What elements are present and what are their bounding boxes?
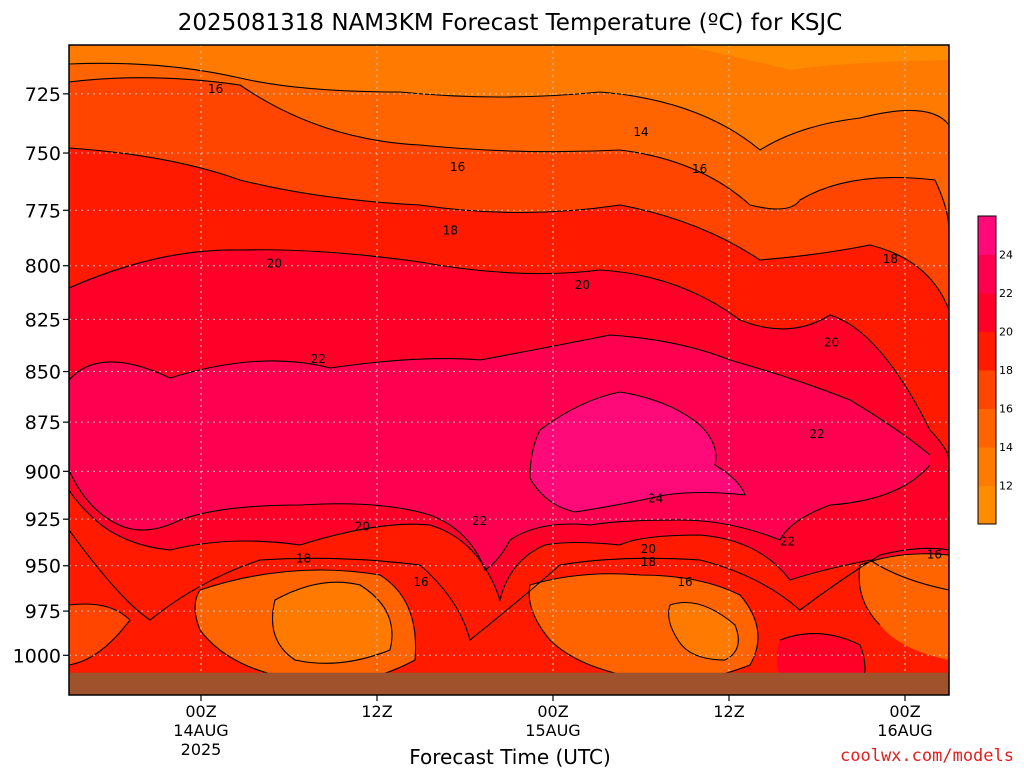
colorbar-swatch: [978, 216, 996, 255]
colorbar-swatch: [978, 408, 996, 448]
y-tick-label: 725: [25, 84, 61, 106]
colorbar-swatch: [978, 370, 996, 409]
credit-text: coolwx.com/models: [840, 746, 1014, 766]
terrain-fill: [69, 672, 949, 695]
contour-label: 14: [633, 125, 648, 139]
band-22-24: [69, 335, 930, 570]
contour-line: [528, 573, 759, 682]
y-tick-label: 750: [25, 143, 61, 165]
colorbar-swatch: [978, 254, 996, 294]
colorbar-tick-label: 22: [999, 287, 1013, 300]
y-tick-label: 925: [25, 509, 61, 531]
contour-label: 16: [677, 575, 692, 589]
colorbar-tick-label: 12: [999, 480, 1013, 493]
colorbar-swatch: [978, 447, 996, 486]
contour-label: 18: [296, 551, 311, 565]
contour-label: 16: [208, 82, 223, 96]
grid-lines: [69, 45, 949, 695]
band-12-14: [668, 602, 739, 660]
y-tick-label: 775: [25, 200, 61, 222]
x-axis-label: Forecast Time (UTC): [409, 745, 611, 768]
x-tick-label: 15AUG: [525, 721, 580, 740]
contour-label: 22: [311, 352, 326, 366]
colorbar-tick-label: 18: [999, 364, 1013, 377]
y-tick-label: 900: [25, 461, 61, 483]
contour-line: [529, 391, 746, 513]
y-tick-label: 850: [25, 362, 61, 384]
x-tick-label: 2025: [181, 740, 222, 759]
contour-line: [668, 601, 739, 661]
contour-label: 16: [927, 548, 942, 562]
contour-line: [271, 581, 393, 664]
contour-line: [858, 564, 881, 626]
x-tick-label: 14AUG: [173, 721, 228, 740]
colorbar-tick-label: 14: [999, 441, 1013, 454]
contour-label: 22: [472, 514, 487, 528]
y-tick-label: 825: [25, 309, 61, 331]
contour-label: 24: [648, 491, 663, 505]
contour-label: 20: [641, 542, 656, 556]
x-tick-label: 12Z: [713, 702, 744, 721]
contour-label: 16: [692, 162, 707, 176]
contour-line: [69, 603, 131, 666]
band-24-26: [530, 392, 745, 512]
x-tick-label: 00Z: [185, 702, 216, 721]
y-tick-label: 950: [25, 556, 61, 578]
contour-line: [69, 464, 931, 571]
contour-line: [69, 334, 931, 456]
x-tick-label: 00Z: [537, 702, 568, 721]
band-12-14: [272, 582, 392, 664]
contour-lines: [69, 62, 949, 691]
colorbar-swatch: [978, 485, 996, 525]
contour-label: 18: [883, 252, 898, 266]
colorbar-swatch: [978, 293, 996, 332]
contour-label: 22: [780, 535, 795, 549]
colorbar-tick-label: 24: [999, 249, 1013, 262]
plot-frame: [68, 44, 950, 696]
contour-line: [69, 77, 949, 231]
y-tick-label: 1000: [13, 645, 61, 667]
contour-line: [194, 569, 417, 684]
colorbar: 12 14 16 18 20 22 24: [977, 215, 1013, 525]
y-tick-label: 800: [25, 256, 61, 278]
contour-label: 18: [443, 223, 458, 237]
contour-line: [69, 529, 949, 641]
contour-line: [69, 489, 949, 602]
contour-line: [859, 553, 949, 566]
colorbar-swatch: [978, 331, 996, 371]
colorbar-tick-label: 16: [999, 403, 1013, 416]
contour-label: 16: [413, 575, 428, 589]
contour-label: 22: [809, 427, 824, 441]
colorbar-frame: [977, 215, 997, 525]
x-tick-label: 12Z: [361, 702, 392, 721]
x-tick-label: 16AUG: [877, 721, 932, 740]
y-tick-label: 875: [25, 412, 61, 434]
contour-label: 20: [824, 336, 839, 350]
contour-line: [69, 249, 949, 461]
contour-label: 20: [575, 278, 590, 292]
contour-line: [69, 62, 949, 151]
chart-title: 2025081318 NAM3KM Forecast Temperature (…: [178, 10, 843, 36]
contour-label: 16: [450, 160, 465, 174]
contour-label: 20: [355, 520, 370, 534]
y-axis-ticks: 725 750 775 800 825 850 875 900 925 950 975 1000: [13, 84, 69, 667]
y-tick-label: 975: [25, 601, 61, 623]
band-14-16: [859, 553, 949, 660]
contour-label: 20: [267, 257, 282, 271]
band-16-18: [69, 604, 130, 665]
x-tick-label: 00Z: [889, 702, 920, 721]
contour-label: 18: [641, 555, 656, 569]
colorbar-tick-label: 20: [999, 326, 1013, 339]
